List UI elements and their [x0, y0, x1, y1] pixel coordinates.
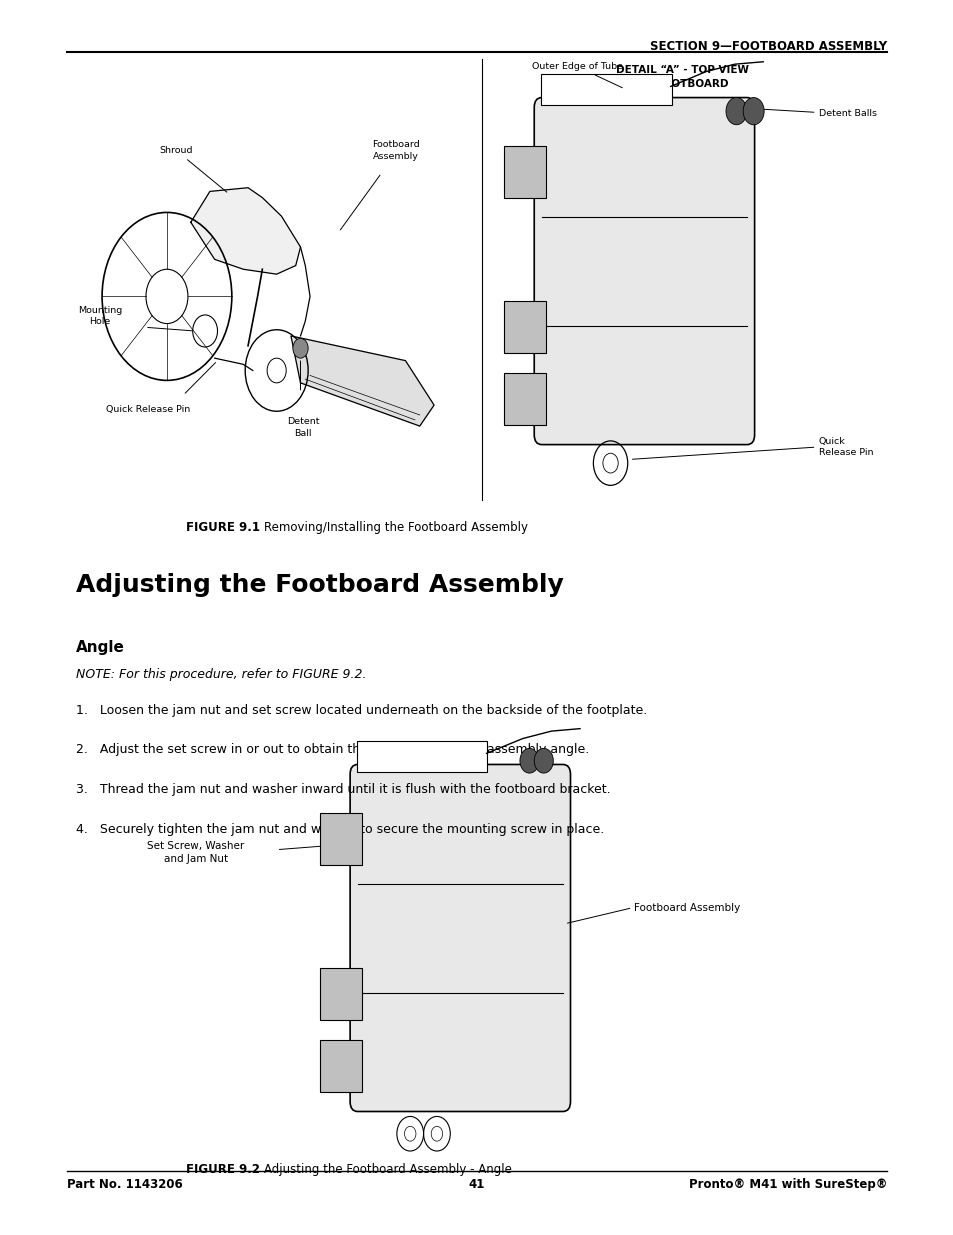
- Text: Angle: Angle: [76, 640, 125, 655]
- Circle shape: [519, 748, 538, 773]
- Circle shape: [534, 748, 553, 773]
- Text: DETAIL “A” - TOP VIEW
OF FOOTBOARD: DETAIL “A” - TOP VIEW OF FOOTBOARD: [615, 65, 748, 89]
- Text: FIGURE 9.1: FIGURE 9.1: [186, 521, 260, 535]
- Text: Outer Edge of Tube: Outer Edge of Tube: [531, 62, 622, 88]
- Text: FIGURE 9.2: FIGURE 9.2: [186, 1163, 260, 1177]
- Text: Footboard
Assembly: Footboard Assembly: [372, 141, 419, 161]
- FancyBboxPatch shape: [319, 813, 361, 864]
- Circle shape: [742, 98, 763, 125]
- Text: 3.   Thread the jam nut and washer inward until it is flush with the footboard b: 3. Thread the jam nut and washer inward …: [76, 783, 610, 797]
- Text: Adjusting the Footboard Assembly: Adjusting the Footboard Assembly: [76, 573, 563, 597]
- Text: Quick Release Pin: Quick Release Pin: [106, 405, 190, 414]
- Text: 4.   Securely tighten the jam nut and washer to secure the mounting screw in pla: 4. Securely tighten the jam nut and wash…: [76, 823, 604, 836]
- Text: Quick
Release Pin: Quick Release Pin: [818, 437, 872, 457]
- Circle shape: [293, 338, 308, 358]
- FancyBboxPatch shape: [319, 968, 361, 1020]
- Text: Set Screw, Washer
and Jam Nut: Set Screw, Washer and Jam Nut: [147, 841, 244, 863]
- Text: NOTE: For this procedure, refer to FIGURE 9.2.: NOTE: For this procedure, refer to FIGUR…: [76, 668, 367, 682]
- Text: Footboard Assembly: Footboard Assembly: [634, 903, 740, 913]
- Text: Pronto® M41 with SureStep®: Pronto® M41 with SureStep®: [688, 1178, 886, 1192]
- Text: 41: 41: [468, 1178, 485, 1192]
- FancyBboxPatch shape: [503, 146, 545, 198]
- Text: 1.   Loosen the jam nut and set screw located underneath on the backside of the : 1. Loosen the jam nut and set screw loca…: [76, 704, 647, 718]
- Text: Part No. 1143206: Part No. 1143206: [67, 1178, 182, 1192]
- Circle shape: [725, 98, 746, 125]
- Polygon shape: [291, 336, 434, 426]
- FancyBboxPatch shape: [534, 98, 754, 445]
- Text: Removing/Installing the Footboard Assembly: Removing/Installing the Footboard Assemb…: [264, 521, 528, 535]
- Text: Mounting
Hole: Mounting Hole: [78, 306, 122, 326]
- Text: Detent
Ball: Detent Ball: [287, 417, 319, 437]
- FancyBboxPatch shape: [503, 373, 545, 425]
- FancyBboxPatch shape: [503, 301, 545, 353]
- Text: 2.   Adjust the set screw in or out to obtain the desired footboard assembly ang: 2. Adjust the set screw in or out to obt…: [76, 743, 589, 757]
- Text: Shroud: Shroud: [159, 146, 227, 193]
- Text: SECTION 9—FOOTBOARD ASSEMBLY: SECTION 9—FOOTBOARD ASSEMBLY: [649, 40, 886, 53]
- FancyBboxPatch shape: [540, 74, 671, 105]
- FancyBboxPatch shape: [356, 741, 487, 772]
- Text: Detent Balls: Detent Balls: [818, 109, 876, 119]
- FancyBboxPatch shape: [319, 1040, 361, 1092]
- Polygon shape: [191, 188, 300, 274]
- Text: Adjusting the Footboard Assembly - Angle: Adjusting the Footboard Assembly - Angle: [264, 1163, 512, 1177]
- FancyBboxPatch shape: [350, 764, 570, 1112]
